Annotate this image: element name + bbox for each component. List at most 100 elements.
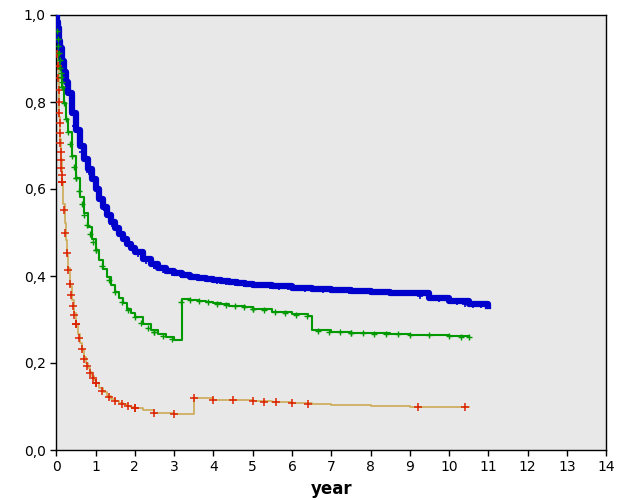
Point (464, 333, 474, 341)
Point (60, 229, 70, 237)
Point (70, 122, 80, 130)
Point (123, 402, 133, 410)
Point (88, 238, 98, 246)
Point (74, 188, 84, 196)
Point (313, 327, 323, 335)
Point (265, 282, 275, 290)
Point (104, 276, 114, 284)
Point (335, 286, 345, 294)
Point (74, 334, 84, 342)
Point (69, 163, 79, 171)
Point (194, 274, 204, 282)
Point (309, 285, 319, 293)
Point (99, 204, 109, 212)
Point (259, 398, 269, 406)
Point (88, 374, 98, 382)
Point (117, 400, 127, 407)
Point (414, 292, 424, 300)
Point (54, 119, 64, 127)
Point (248, 304, 258, 312)
Point (57, 83, 67, 91)
Point (326, 286, 336, 294)
Point (248, 398, 258, 406)
Point (326, 286, 336, 294)
Point (176, 298, 186, 306)
Point (405, 290, 415, 298)
Point (361, 288, 371, 296)
Point (63, 128, 73, 136)
Point (208, 396, 218, 404)
Point (168, 269, 177, 277)
Point (318, 286, 328, 294)
Point (468, 300, 478, 308)
Point (476, 301, 486, 309)
Point (132, 250, 142, 258)
Point (169, 410, 179, 418)
Point (130, 404, 140, 412)
Point (110, 397, 120, 405)
Point (212, 300, 222, 308)
Point (456, 332, 466, 340)
Point (52, 50, 62, 58)
Point (248, 280, 258, 288)
Point (54, 42, 64, 50)
Point (335, 328, 345, 336)
Point (239, 303, 249, 311)
Point (116, 232, 126, 240)
Point (79, 354, 89, 362)
Point (68, 302, 78, 310)
Point (124, 242, 134, 250)
Point (91, 185, 101, 193)
Point (344, 286, 354, 294)
Point (269, 308, 279, 316)
Point (168, 336, 177, 344)
Point (221, 301, 231, 309)
Point (185, 273, 195, 281)
Point (59, 99, 69, 107)
Point (256, 282, 266, 290)
Point (424, 294, 434, 302)
Point (239, 280, 249, 287)
Point (56, 156, 66, 164)
Point (291, 284, 301, 292)
Point (405, 290, 415, 298)
Point (228, 396, 238, 404)
Point (97, 262, 107, 270)
Point (54, 56, 64, 64)
Point (136, 318, 146, 326)
Point (55, 64, 65, 72)
Point (56, 138, 66, 146)
Point (77, 148, 87, 156)
Point (55, 129, 65, 137)
Point (52, 28, 62, 36)
Point (302, 400, 312, 407)
Point (149, 262, 159, 270)
Point (71, 320, 81, 328)
Point (143, 324, 153, 332)
Point (369, 330, 379, 338)
Point (141, 257, 151, 265)
X-axis label: year: year (311, 480, 352, 498)
Point (405, 330, 415, 338)
Point (248, 304, 258, 312)
Point (259, 306, 269, 314)
Point (248, 280, 258, 288)
Point (63, 266, 73, 274)
Point (67, 152, 77, 160)
Point (130, 313, 140, 321)
Point (230, 302, 240, 310)
Point (381, 330, 391, 338)
Point (85, 230, 95, 238)
Point (176, 271, 186, 279)
Point (302, 312, 312, 320)
Point (357, 329, 367, 337)
Point (149, 328, 159, 336)
Point (91, 378, 101, 386)
Point (452, 298, 462, 306)
Point (53, 74, 63, 82)
Point (52, 62, 62, 70)
Point (370, 288, 380, 296)
Point (54, 98, 64, 106)
Point (57, 78, 67, 86)
Point (91, 246, 101, 254)
